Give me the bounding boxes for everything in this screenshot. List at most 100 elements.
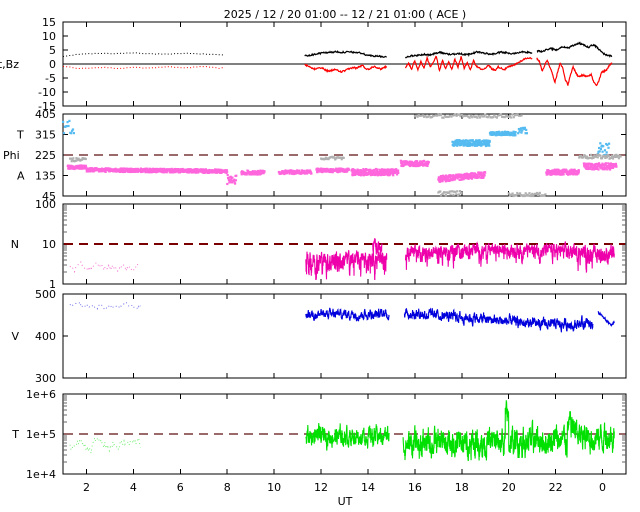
phi-theta-point — [553, 173, 557, 176]
phi-theta-point — [467, 177, 470, 180]
phi-theta-point — [577, 172, 580, 175]
phi-theta-point — [439, 113, 443, 116]
x-tick-label: 18 — [455, 481, 469, 494]
phi-theta-point — [69, 157, 72, 160]
phi-theta-point — [573, 172, 576, 175]
series-bz — [404, 55, 533, 73]
phi-theta-point — [437, 113, 440, 116]
phi-theta-point — [131, 170, 135, 173]
phi-theta-point — [439, 190, 442, 193]
phi-theta-point — [482, 175, 485, 178]
phi-theta-point — [458, 190, 462, 193]
phi-theta-point — [523, 128, 526, 131]
phi-theta-point — [487, 142, 490, 145]
phi-theta-point — [607, 162, 610, 165]
phi-theta-point — [459, 178, 462, 181]
phi-theta-point — [463, 142, 466, 145]
phi-theta-point — [155, 171, 158, 174]
phi-theta-point — [487, 139, 490, 142]
phi-theta-point — [449, 193, 452, 196]
phi-theta-point — [347, 168, 351, 171]
panel-density-trace — [69, 261, 139, 274]
phi-theta-point — [419, 114, 422, 117]
phi-theta-point — [501, 115, 504, 118]
phi-theta-point — [457, 143, 460, 146]
panel-temperature-trace — [69, 436, 141, 454]
phi-theta-point — [587, 165, 590, 168]
phi-theta-point — [195, 171, 198, 174]
phi-theta-point — [520, 131, 523, 134]
y-tick-label: 45 — [42, 190, 56, 203]
y-tick-label: 1e+6 — [26, 388, 56, 401]
phi-theta-point — [523, 126, 526, 129]
x-tick-label: 20 — [502, 481, 516, 494]
phi-theta-point — [208, 169, 212, 172]
phi-theta-point — [397, 169, 400, 172]
phi-theta-point — [361, 169, 364, 173]
phi-theta-point — [559, 169, 562, 173]
phi-theta-point — [486, 116, 489, 119]
phi-theta-point — [488, 144, 491, 147]
phi-theta-point — [480, 171, 483, 174]
phi-theta-point — [598, 146, 601, 150]
phi-theta-point — [204, 171, 207, 174]
phi-theta-point — [290, 169, 293, 172]
phi-theta-point — [91, 167, 94, 170]
phi-theta-point — [460, 143, 463, 146]
phi-theta-point — [263, 170, 266, 173]
phi-theta-point — [409, 163, 412, 166]
phi-theta-point — [80, 164, 83, 167]
phi-theta-point — [611, 154, 614, 157]
phi-theta-point — [515, 194, 518, 197]
y-tick-label: 1 — [49, 278, 56, 291]
phi-theta-point — [327, 158, 330, 161]
phi-theta-point — [468, 116, 471, 119]
phi-theta-point — [127, 169, 131, 172]
phi-theta-point — [399, 159, 402, 162]
phi-theta-point — [475, 115, 478, 118]
phi-theta-point — [602, 145, 605, 148]
phi-theta-point — [554, 168, 557, 171]
phi-theta-point — [503, 116, 506, 119]
phi-theta-point — [486, 141, 489, 144]
phi-theta-point — [600, 157, 604, 160]
phi-theta-point — [604, 162, 608, 165]
phi-theta-point — [597, 150, 600, 153]
phi-theta-point — [577, 169, 580, 172]
phi-theta-point — [603, 164, 606, 167]
phi-theta-point — [284, 169, 287, 172]
phi-theta-point — [498, 114, 501, 117]
phi-theta-point — [196, 168, 199, 171]
phi-theta-point — [359, 174, 363, 177]
phi-theta-point — [459, 115, 462, 118]
y-tick-label: 10 — [42, 30, 56, 43]
phi-theta-point — [76, 167, 79, 170]
series-bz — [304, 63, 388, 74]
phi-theta-point — [357, 169, 360, 172]
phi-theta-point — [442, 192, 445, 195]
phi-theta-point — [485, 115, 488, 118]
phi-theta-point — [485, 139, 488, 142]
phi-theta-point — [474, 142, 477, 145]
phi-theta-point — [411, 164, 414, 167]
phi-theta-point — [449, 114, 452, 117]
phi-theta-point — [523, 194, 526, 198]
phi-theta-point — [452, 114, 456, 117]
phi-theta-point — [546, 173, 549, 176]
x-tick-label: 22 — [549, 481, 563, 494]
panel-velocity: 500 400 300 V — [11, 288, 627, 385]
phi-theta-point — [458, 193, 461, 196]
phi-theta-point — [417, 114, 420, 117]
phi-theta-point — [392, 174, 395, 177]
phi-theta-point — [585, 155, 588, 158]
phi-theta-point — [461, 143, 464, 146]
phi-theta-point — [408, 164, 412, 168]
phi-theta-point — [291, 172, 294, 175]
phi-theta-point — [479, 141, 482, 144]
panel-velocity-trace — [403, 307, 594, 333]
phi-theta-point — [498, 131, 501, 134]
phi-theta-point — [359, 169, 362, 172]
y-tick-label: 1e+4 — [26, 468, 56, 481]
phi-theta-point — [298, 169, 301, 172]
phi-theta-point — [316, 171, 319, 174]
